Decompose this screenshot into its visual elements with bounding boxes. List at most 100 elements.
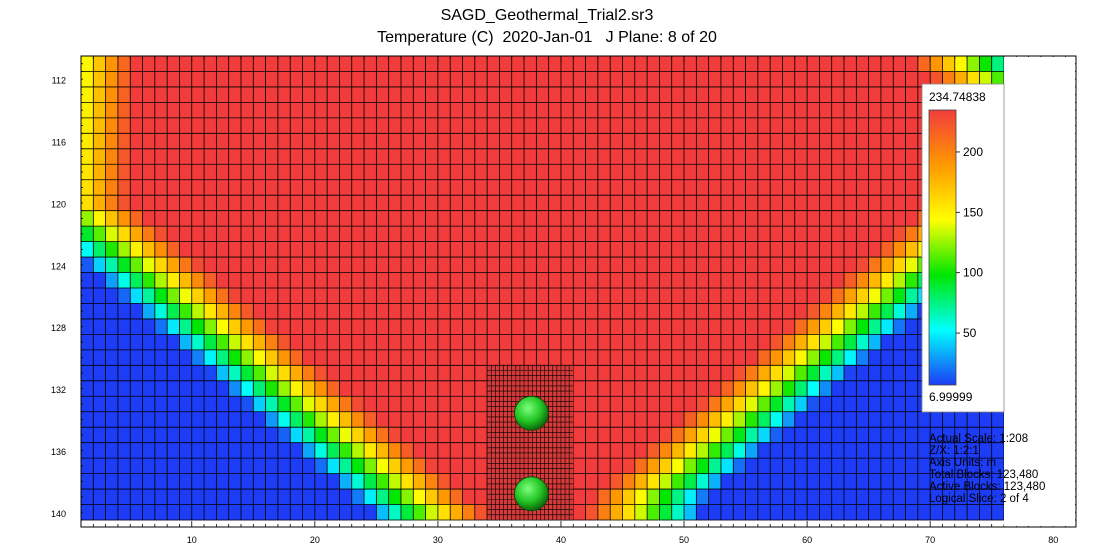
heatmap-cell (290, 380, 303, 397)
heatmap-cell (573, 489, 586, 505)
heatmap-cell (81, 380, 94, 397)
heatmap-cell (81, 133, 94, 150)
heatmap-cell (659, 504, 673, 521)
heatmap-cell (277, 380, 291, 397)
heatmap-cell (770, 56, 783, 72)
heatmap-cell (499, 148, 513, 165)
heatmap-cell (93, 458, 106, 474)
heatmap-cell (880, 195, 894, 211)
heatmap-cell (511, 318, 525, 335)
heatmap-cell (474, 303, 488, 320)
heatmap-cell (277, 504, 291, 521)
heatmap-cell (240, 411, 254, 428)
heatmap-cell (634, 179, 648, 196)
heatmap-cell (253, 272, 266, 289)
heatmap-cell (142, 226, 156, 242)
heatmap-cell (671, 380, 685, 397)
heatmap-cell (117, 195, 131, 211)
heatmap-cell (277, 210, 291, 227)
heatmap-cell (191, 396, 205, 413)
heatmap-cell (733, 86, 746, 103)
heatmap-cell (277, 56, 291, 72)
heatmap-cell (191, 179, 205, 196)
heatmap-cell (339, 133, 353, 150)
heatmap-cell (388, 380, 402, 397)
heatmap-cell (191, 288, 205, 304)
heatmap-cell (942, 458, 956, 474)
heatmap-cell (154, 303, 168, 320)
heatmap-cell (437, 318, 451, 335)
heatmap-cell (351, 458, 365, 474)
heatmap-cell (671, 473, 685, 490)
heatmap-cell (142, 210, 156, 227)
heatmap-cell (511, 257, 525, 273)
heatmap-cell (696, 241, 709, 258)
heatmap-cell (302, 303, 316, 320)
heatmap-cell (511, 334, 525, 351)
heatmap-cell (130, 396, 143, 413)
heatmap-cell (167, 117, 180, 134)
heatmap-cell (856, 365, 869, 382)
heatmap-cell (327, 272, 340, 289)
heatmap-cell (548, 117, 562, 134)
heatmap-cell (450, 210, 463, 227)
heatmap-cell (647, 380, 660, 397)
heatmap-cell (622, 411, 636, 428)
heatmap-cell (856, 71, 869, 88)
heatmap-cell (376, 148, 389, 165)
heatmap-cell (548, 164, 562, 181)
heatmap-cell (400, 102, 414, 119)
heatmap-cell (573, 257, 586, 273)
heatmap-cell (782, 241, 796, 258)
heatmap-cell (597, 489, 611, 505)
x-tick-label: 40 (556, 535, 566, 545)
heatmap-cell (450, 272, 463, 289)
heatmap-cell (351, 226, 365, 242)
heatmap-cell (253, 148, 266, 165)
heatmap-cell (117, 411, 131, 428)
heatmap-cell (487, 56, 500, 72)
heatmap-cell (844, 241, 857, 258)
heatmap-cell (339, 334, 353, 351)
heatmap-cell (647, 489, 660, 505)
heatmap-cell (770, 442, 783, 459)
info-line: Active Blocks: 123,480 (929, 481, 1045, 493)
heatmap-cell (597, 318, 611, 335)
heatmap-cell (893, 117, 906, 134)
heatmap-cell (991, 71, 1005, 88)
heatmap-cell (290, 396, 303, 413)
heatmap-cell (277, 334, 291, 351)
heatmap-cell (757, 272, 771, 289)
heatmap-cell (204, 504, 217, 521)
heatmap-cell (733, 504, 746, 521)
heatmap-cell (474, 241, 488, 258)
heatmap-cell (856, 396, 869, 413)
heatmap-cell (376, 504, 389, 521)
heatmap-cell (474, 365, 488, 382)
heatmap-cell (524, 210, 537, 227)
heatmap-cell (339, 226, 353, 242)
heatmap-cell (893, 442, 906, 459)
heatmap-cell (154, 241, 168, 258)
heatmap-cell (499, 164, 513, 181)
heatmap-cell (450, 179, 463, 196)
heatmap-cell (327, 349, 340, 366)
heatmap-cell (930, 411, 943, 428)
heatmap-cell (536, 288, 549, 304)
heatmap-cell (844, 257, 857, 273)
heatmap-cell (708, 318, 722, 335)
heatmap-cell (831, 56, 845, 72)
heatmap-cell (511, 56, 525, 72)
heatmap-cell (720, 257, 734, 273)
heatmap-cell (880, 71, 894, 88)
heatmap-cell (450, 133, 463, 150)
heatmap-cell (856, 102, 869, 119)
heatmap-cell (450, 411, 463, 428)
heatmap-cell (819, 71, 833, 88)
heatmap-cell (339, 179, 353, 196)
heatmap-cell (548, 179, 562, 196)
heatmap-cell (979, 427, 992, 443)
heatmap-cell (794, 71, 808, 88)
heatmap-cell (339, 458, 353, 474)
